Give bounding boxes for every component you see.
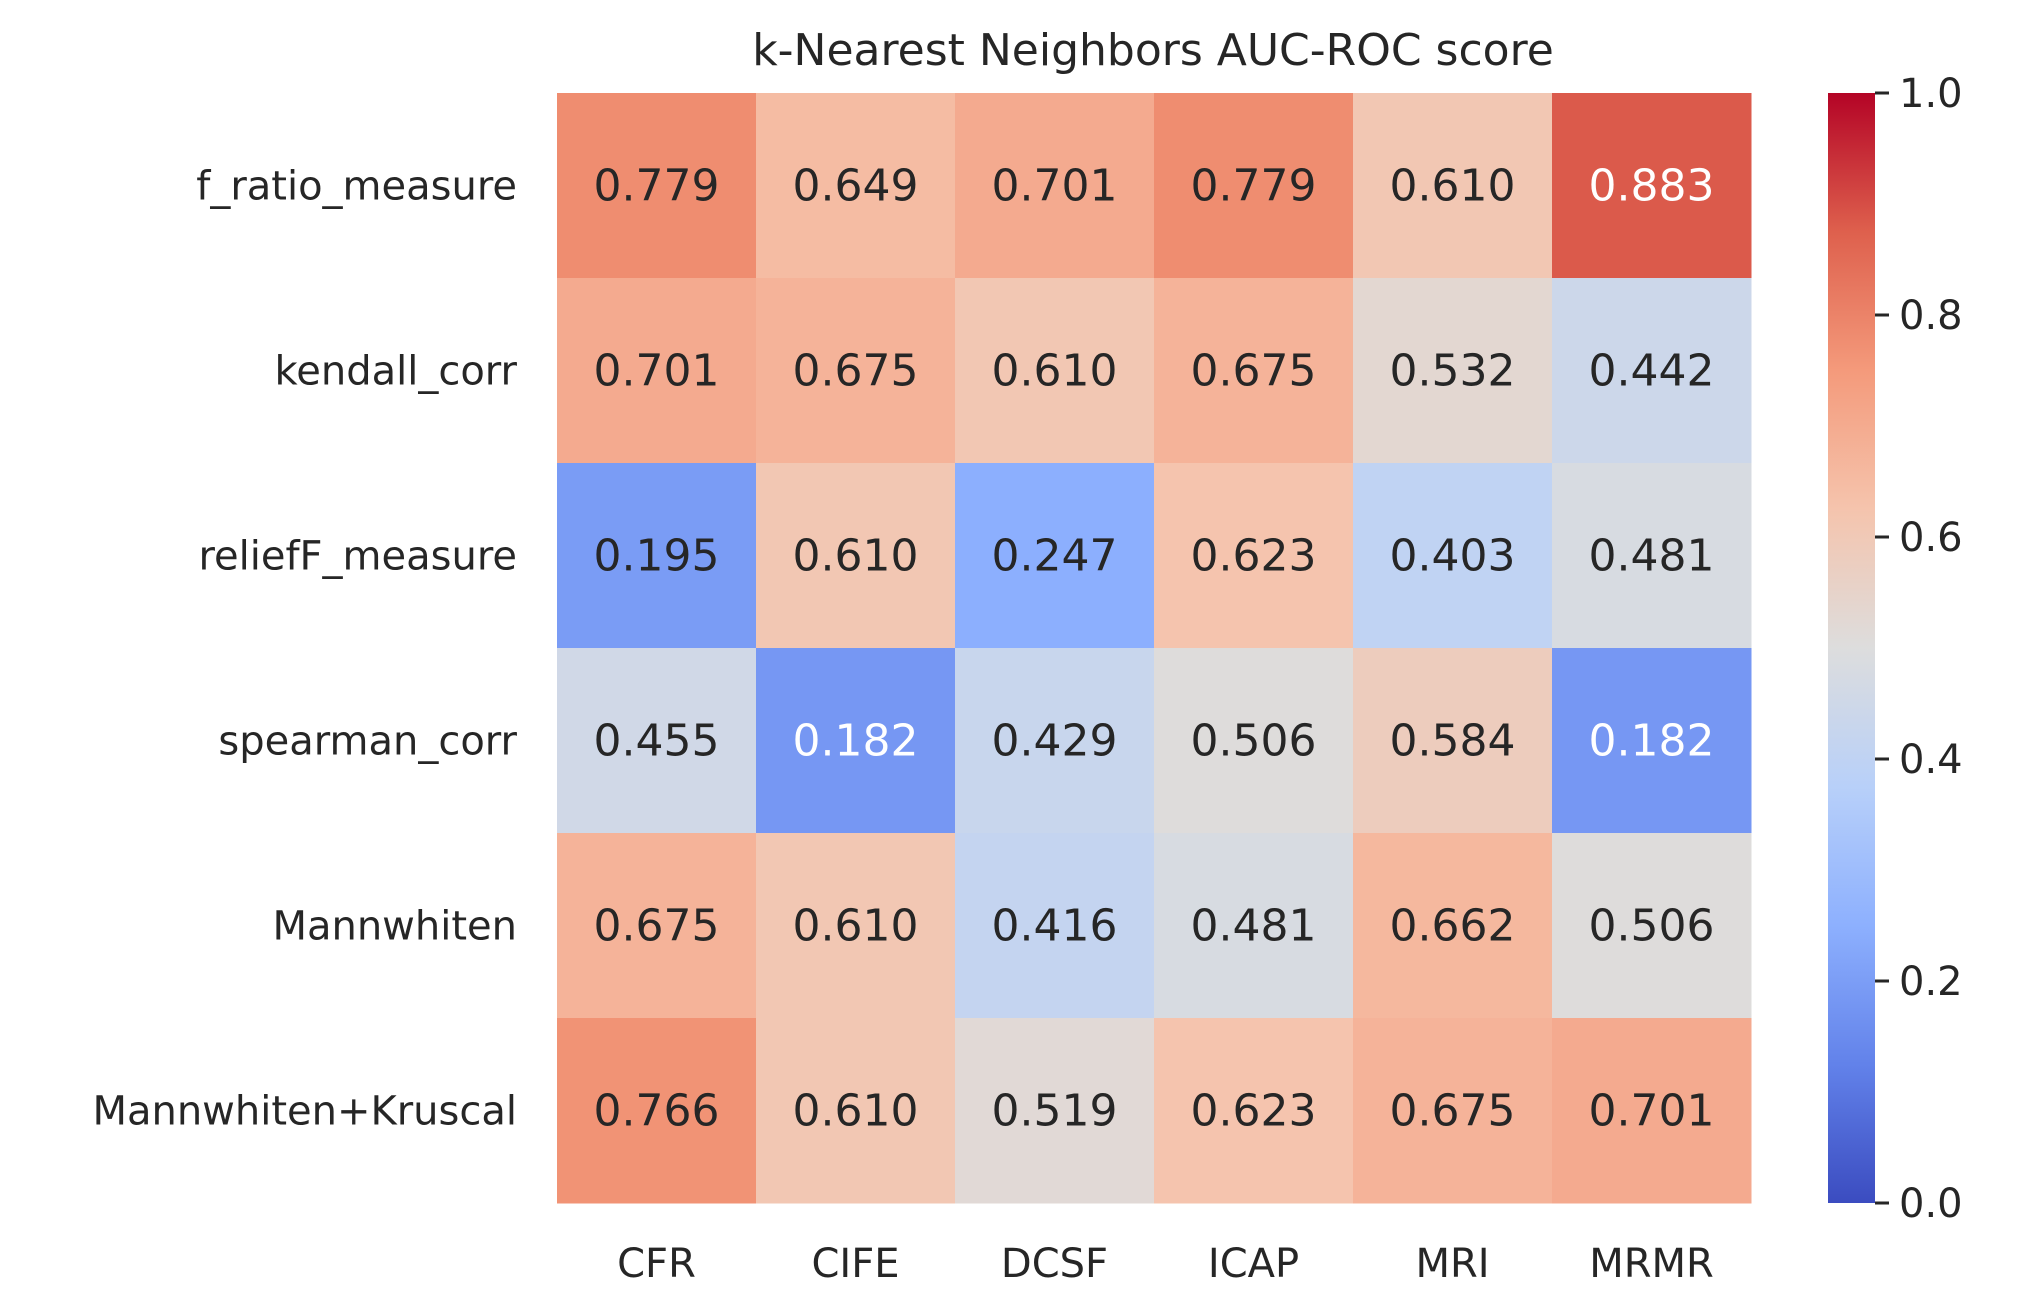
heatmap-cell xyxy=(557,648,757,834)
cell-value-label: 0.610 xyxy=(793,1086,919,1137)
colorbar-tick-label: 0.2 xyxy=(1899,959,1963,1005)
cell-value-label: 0.675 xyxy=(1191,346,1317,397)
heatmap-cell xyxy=(1353,93,1553,279)
heatmap-cell xyxy=(1552,1018,1752,1204)
heatmap-cells: 0.779 0.649 0.701 0.779 0.610 0.883 0.701 0.675… xyxy=(557,93,1752,1204)
colorbar: 0.0 0.2 0.4 0.6 0.8 1.0 xyxy=(1828,71,1963,1227)
heatmap-cell xyxy=(756,648,956,834)
heatmap-cell xyxy=(1353,278,1553,464)
column-tick-label: MRMR xyxy=(1589,1241,1714,1287)
colorbar-tick-label: 1.0 xyxy=(1899,71,1963,117)
cell-value-label: 0.195 xyxy=(594,531,720,582)
heatmap-cell xyxy=(1154,648,1354,834)
row-tick-label: kendall_corr xyxy=(275,349,518,395)
cell-value-label: 0.766 xyxy=(594,1086,720,1137)
cell-value-label: 0.623 xyxy=(1191,531,1317,582)
cell-value-label: 0.610 xyxy=(1390,161,1516,212)
cell-value-label: 0.883 xyxy=(1589,161,1715,212)
row-tick-label: spearman_corr xyxy=(218,719,517,765)
column-tick-label: ICAP xyxy=(1208,1241,1299,1287)
heatmap-cell xyxy=(1552,833,1752,1019)
cell-value-label: 0.675 xyxy=(594,901,720,952)
heatmap-cell xyxy=(1154,1018,1354,1204)
cell-value-label: 0.481 xyxy=(1589,531,1715,582)
heatmap-cell xyxy=(1552,463,1752,649)
heatmap-cell xyxy=(1353,1018,1553,1204)
heatmap-cell xyxy=(1552,93,1752,279)
cell-value-label: 0.623 xyxy=(1191,1086,1317,1137)
cell-value-label: 0.610 xyxy=(793,901,919,952)
cell-value-label: 0.779 xyxy=(1191,161,1317,212)
heatmap-cell xyxy=(756,93,956,279)
cell-value-label: 0.455 xyxy=(594,716,720,767)
heatmap-cell xyxy=(955,278,1155,464)
column-tick-label: DCSF xyxy=(1001,1241,1108,1287)
cell-value-label: 0.182 xyxy=(793,716,919,767)
cell-value-label: 0.675 xyxy=(793,346,919,397)
cell-value-label: 0.247 xyxy=(992,531,1118,582)
colorbar-tick-label: 0.6 xyxy=(1899,515,1963,561)
heatmap-cell xyxy=(955,1018,1155,1204)
heatmap-cell xyxy=(1552,648,1752,834)
cell-value-label: 0.701 xyxy=(992,161,1118,212)
heatmap-cell xyxy=(557,278,757,464)
colorbar-tick-label: 0.0 xyxy=(1899,1181,1963,1227)
row-tick-label: f_ratio_measure xyxy=(196,164,517,210)
colorbar-tick-label: 0.8 xyxy=(1899,293,1963,339)
chart-title: k-Nearest Neighbors AUC-ROC score xyxy=(752,25,1554,76)
heatmap-cell xyxy=(955,648,1155,834)
cell-value-label: 0.442 xyxy=(1589,346,1715,397)
column-labels: CFR CIFE DCSF ICAP MRI MRMR xyxy=(617,1241,1714,1287)
cell-value-label: 0.584 xyxy=(1390,716,1516,767)
cell-value-label: 0.481 xyxy=(1191,901,1317,952)
heatmap-cell xyxy=(557,833,757,1019)
cell-value-label: 0.701 xyxy=(1589,1086,1715,1137)
cell-value-label: 0.649 xyxy=(793,161,919,212)
cell-value-label: 0.519 xyxy=(992,1086,1118,1137)
cell-value-label: 0.416 xyxy=(992,901,1118,952)
heatmap-cell xyxy=(557,463,757,649)
cell-value-label: 0.506 xyxy=(1589,901,1715,952)
heatmap-cell xyxy=(955,93,1155,279)
heatmap-cell xyxy=(1353,463,1553,649)
heatmap-cell xyxy=(756,833,956,1019)
cell-value-label: 0.701 xyxy=(594,346,720,397)
heatmap-cell xyxy=(1154,93,1354,279)
cell-value-label: 0.506 xyxy=(1191,716,1317,767)
cell-value-label: 0.662 xyxy=(1390,901,1516,952)
cell-value-label: 0.610 xyxy=(992,346,1118,397)
heatmap-cell xyxy=(955,833,1155,1019)
heatmap-cell xyxy=(1154,463,1354,649)
row-tick-label: Mannwhiten xyxy=(272,904,517,950)
row-labels: f_ratio_measure kendall_corr reliefF_measu… xyxy=(92,164,517,1135)
heatmap-cell xyxy=(756,1018,956,1204)
heatmap-cell xyxy=(756,278,956,464)
heatmap-cell xyxy=(557,1018,757,1204)
cell-value-label: 0.610 xyxy=(793,531,919,582)
heatmap-cell xyxy=(1353,833,1553,1019)
heatmap-cell xyxy=(1154,278,1354,464)
colorbar-tick-label: 0.4 xyxy=(1899,737,1963,783)
heatmap-cell xyxy=(1154,833,1354,1019)
cell-value-label: 0.779 xyxy=(594,161,720,212)
column-tick-label: MRI xyxy=(1415,1241,1489,1287)
row-tick-label: Mannwhiten+Kruscal xyxy=(92,1089,517,1135)
heatmap-cell xyxy=(955,463,1155,649)
heatmap-cell xyxy=(1353,648,1553,834)
row-tick-label: reliefF_measure xyxy=(198,534,517,580)
cell-value-label: 0.429 xyxy=(992,716,1118,767)
colorbar-gradient xyxy=(1828,93,1875,1203)
heatmap-cell xyxy=(557,93,757,279)
heatmap-cell xyxy=(756,463,956,649)
column-tick-label: CIFE xyxy=(811,1241,899,1287)
colorbar-ticks: 0.0 0.2 0.4 0.6 0.8 1.0 xyxy=(1875,71,1963,1227)
heatmap-cell xyxy=(1552,278,1752,464)
column-tick-label: CFR xyxy=(617,1241,696,1287)
cell-value-label: 0.675 xyxy=(1390,1086,1516,1137)
cell-value-label: 0.403 xyxy=(1390,531,1516,582)
cell-value-label: 0.182 xyxy=(1589,716,1715,767)
cell-value-label: 0.532 xyxy=(1390,346,1516,397)
